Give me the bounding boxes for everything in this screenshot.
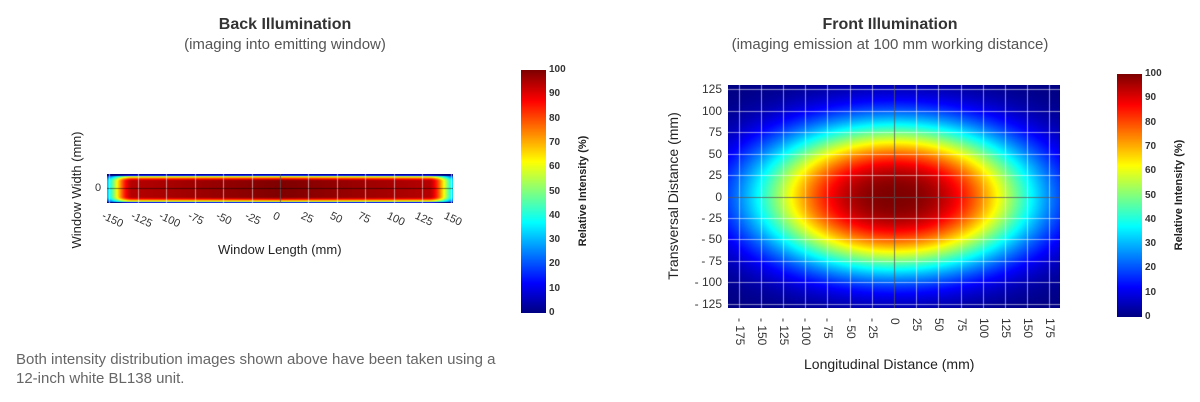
front-xtick: 100 (976, 318, 991, 339)
front-xtick: 150 (1021, 318, 1036, 339)
front-colorbar (1117, 74, 1142, 317)
back-colorbar-label: Relative Intensity (%) (577, 135, 589, 247)
colorbar-tick: 20 (549, 258, 561, 270)
front-ytick: - 25 (701, 210, 722, 225)
front-ytick: 25 (708, 168, 722, 183)
colorbar-tick: 40 (1145, 213, 1157, 225)
back-xtick: -25 (242, 210, 262, 228)
back-xtick: 25 (299, 210, 316, 227)
front-ylabel: Transversal Distance (mm) (665, 112, 681, 280)
back-xtick: -150 (100, 210, 126, 231)
back-xtick: 0 (270, 210, 282, 224)
colorbar-tick: 60 (1145, 165, 1157, 177)
back-xtick: 75 (356, 210, 373, 227)
colorbar-tick: 90 (1145, 92, 1157, 104)
back-subtitle: (imaging into emitting window) (184, 36, 386, 53)
colorbar-tick: 70 (549, 136, 561, 148)
colorbar-tick: 100 (549, 64, 566, 75)
front-xtick: - 150 (754, 318, 769, 346)
colorbar-tick: 0 (549, 307, 555, 318)
colorbar-tick: 20 (1145, 262, 1157, 274)
front-ytick: 75 (708, 125, 722, 140)
back-xtick: -100 (157, 210, 183, 231)
front-heatmap (728, 85, 1060, 308)
colorbar-tick: 80 (549, 112, 561, 124)
front-ytick: 125 (701, 82, 722, 97)
back-xtick: 125 (413, 210, 435, 229)
front-xtick: - 25 (865, 318, 880, 339)
colorbar-tick: 10 (549, 282, 561, 294)
front-xtick: 175 (1043, 318, 1058, 339)
front-xtick: - 175 (732, 318, 747, 346)
back-heatmap (107, 174, 453, 203)
colorbar-tick: 30 (1145, 238, 1157, 250)
front-subtitle: (imaging emission at 100 mm working dist… (731, 36, 1049, 53)
colorbar-tick: 50 (1145, 189, 1157, 201)
back-title: Back Illumination (218, 16, 352, 33)
front-colorbar-label: Relative Intensity (%) (1173, 139, 1185, 251)
front-xtick: - 50 (843, 318, 858, 339)
colorbar-tick: 70 (1145, 140, 1157, 152)
front-ytick: - 100 (694, 275, 722, 290)
colorbar-tick: 30 (549, 234, 561, 246)
front-ytick: - 50 (701, 232, 722, 247)
colorbar-tick: 90 (549, 88, 561, 100)
front-ytick: 100 (701, 103, 722, 118)
back-xtick: 50 (327, 210, 345, 227)
front-ytick: 0 (715, 189, 722, 204)
back-ylabel: Window Width (mm) (69, 131, 84, 249)
back-xtick: -125 (128, 210, 154, 231)
colorbar-tick: 80 (1145, 116, 1157, 128)
front-title: Front Illumination (822, 16, 958, 33)
back-xlabel: Window Length (mm) (218, 242, 342, 257)
front-xtick: - 125 (777, 318, 792, 346)
back-xtick: -50 (214, 210, 234, 228)
front-xtick: - 100 (799, 318, 814, 346)
front-xtick: 125 (998, 318, 1013, 339)
front-xlabel: Longitudinal Distance (mm) (804, 356, 975, 372)
back-ytick: 0 (95, 182, 102, 194)
front-ytick: - 125 (694, 296, 722, 311)
footnote: Both intensity distribution images shown… (16, 351, 496, 387)
colorbar-tick: 10 (1145, 286, 1157, 298)
back-colorbar (521, 70, 546, 313)
colorbar-tick: 0 (1145, 311, 1151, 322)
front-xtick: 75 (954, 318, 969, 332)
colorbar-tick: 100 (1145, 68, 1162, 79)
front-ytick: - 75 (701, 253, 722, 268)
colorbar-tick: 40 (549, 209, 561, 221)
front-xtick: 50 (932, 318, 947, 332)
front-ytick: 50 (708, 146, 722, 161)
back-xtick: -75 (185, 210, 206, 228)
colorbar-tick: 60 (549, 161, 561, 173)
colorbar-tick: 50 (549, 185, 561, 197)
back-xtick: 150 (441, 210, 464, 229)
back-xtick: 100 (384, 210, 407, 229)
front-xtick: 25 (910, 318, 925, 332)
front-xtick: - 75 (821, 318, 836, 339)
front-xtick: 0 (888, 318, 902, 325)
